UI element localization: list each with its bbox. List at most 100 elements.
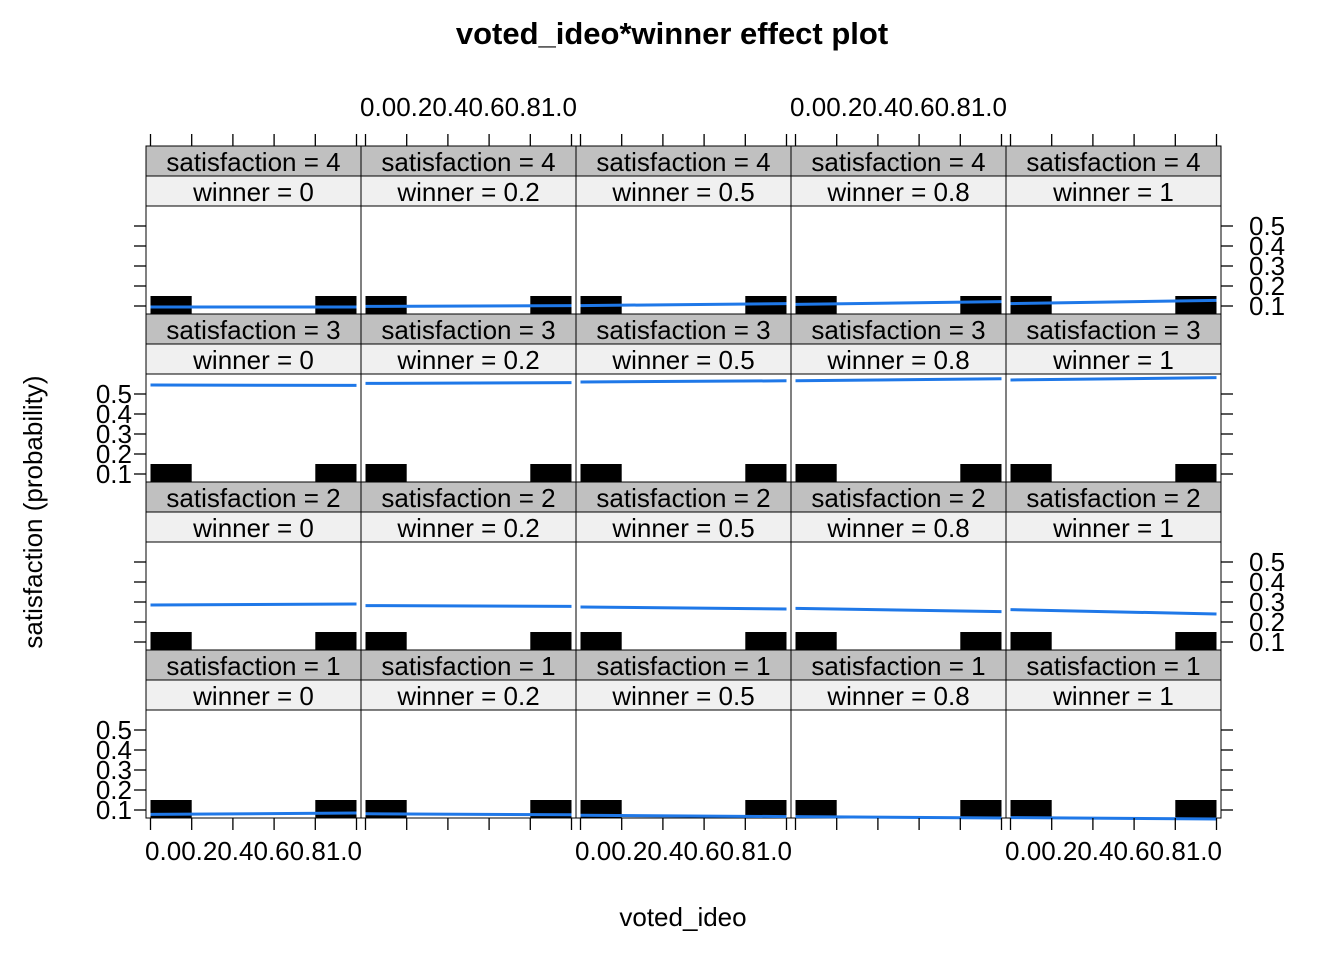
x-tick-label: 0.2 [396, 92, 432, 122]
x-axis-label: voted_ideo [619, 902, 746, 932]
strip-winner-label: winner = 0 [192, 177, 314, 207]
strip-winner [575, 343, 792, 375]
effect-line [150, 602, 357, 607]
rug-block [315, 296, 357, 314]
strip-satisfaction-label: satisfaction = 1 [166, 651, 340, 681]
effect-line [795, 815, 1002, 820]
x-tick-label: 0.4 [432, 92, 468, 122]
strip-winner-label: winner = 1 [1052, 345, 1174, 375]
rug-block [960, 464, 1002, 482]
x-tick-label: 1.0 [326, 836, 362, 866]
x-tick-label: 0.4 [217, 836, 253, 866]
strip-winner-label: winner = 0.2 [396, 177, 539, 207]
y-tick-label: 0.5 [96, 715, 132, 745]
y-tick-label: 0.3 [1249, 251, 1285, 281]
rug-block [315, 800, 357, 818]
x-tick-label: 0.6 [1114, 836, 1150, 866]
strip-satisfaction-label: satisfaction = 2 [166, 483, 340, 513]
strip-satisfaction-label: satisfaction = 1 [596, 651, 770, 681]
strip-winner-label: winner = 0.8 [826, 681, 969, 711]
rug-block [365, 632, 407, 650]
x-tick-label: 0.6 [254, 836, 290, 866]
strip-satisfaction-label: satisfaction = 3 [381, 315, 555, 345]
rug-block [1010, 464, 1052, 482]
strip-satisfaction-label: satisfaction = 3 [166, 315, 340, 345]
x-tick-label: 0.4 [1077, 836, 1113, 866]
strip-satisfaction-label: satisfaction = 2 [381, 483, 555, 513]
x-tick-label: 0.2 [181, 836, 217, 866]
strip-satisfaction-label: satisfaction = 2 [596, 483, 770, 513]
y-tick-label: 0.2 [96, 439, 132, 469]
y-tick-label: 0.1 [1249, 291, 1285, 321]
rug-block [745, 632, 787, 650]
y-tick-label: 0.4 [96, 735, 132, 765]
rug-block [745, 800, 787, 818]
chart-title: voted_ideo*winner effect plot [456, 16, 888, 51]
x-tick-labels: 0.00.20.40.60.81.0 [145, 836, 362, 866]
x-tick-label: 0.6 [899, 92, 935, 122]
strip-winner-label: winner = 0 [192, 513, 314, 543]
strip-winner-label: winner = 1 [1052, 681, 1174, 711]
rug-block [1175, 464, 1217, 482]
effect-line [365, 304, 572, 308]
y-tick-label: 0.3 [1249, 587, 1285, 617]
effect-line [795, 606, 1002, 614]
y-tick-label: 0.4 [1249, 567, 1285, 597]
strip-winner [790, 679, 1007, 711]
x-tick-label: 1.0 [1186, 836, 1222, 866]
strip-winner [575, 175, 792, 207]
rug-block [795, 800, 837, 818]
strip-satisfaction-label: satisfaction = 1 [1026, 651, 1200, 681]
x-tick-labels: 0.00.20.40.60.81.0 [360, 92, 577, 122]
strip-satisfaction-label: satisfaction = 2 [1026, 483, 1200, 513]
y-axis-label: satisfaction (probability) [18, 375, 48, 648]
y-tick-label: 0.4 [1249, 231, 1285, 261]
x-tick-labels: 0.00.20.40.60.81.0 [1005, 836, 1222, 866]
rug-block [530, 464, 572, 482]
x-tick-label: 0.2 [611, 836, 647, 866]
strip-winner-label: winner = 0.5 [611, 345, 754, 375]
strip-satisfaction [575, 649, 792, 681]
strip-satisfaction [1005, 481, 1222, 513]
strip-winner [1005, 175, 1222, 207]
strip-satisfaction-label: satisfaction = 1 [381, 651, 555, 681]
effect-line [1010, 298, 1217, 306]
strip-satisfaction [145, 145, 362, 177]
strip-satisfaction [360, 649, 577, 681]
strip-satisfaction-label: satisfaction = 3 [596, 315, 770, 345]
strip-satisfaction-label: satisfaction = 4 [381, 147, 555, 177]
x-tick-label: 0.8 [505, 92, 541, 122]
effect-line [1010, 816, 1217, 821]
strip-winner-label: winner = 0 [192, 345, 314, 375]
x-tick-labels: 0.00.20.40.60.81.0 [575, 836, 792, 866]
effect-line [150, 811, 357, 816]
rug-block [1010, 632, 1052, 650]
strip-winner [145, 679, 362, 711]
x-tick-label: 0.2 [826, 92, 862, 122]
strip-satisfaction-label: satisfaction = 2 [811, 483, 985, 513]
x-tick-label: 0.6 [469, 92, 505, 122]
rug-block [745, 464, 787, 482]
rug-block [150, 632, 192, 650]
rug-block [365, 464, 407, 482]
rug-block [960, 632, 1002, 650]
strip-satisfaction [360, 145, 577, 177]
strip-winner-label: winner = 0.8 [826, 513, 969, 543]
x-tick-label: 1.0 [756, 836, 792, 866]
effect-line [580, 605, 787, 611]
effect-line [795, 377, 1002, 383]
